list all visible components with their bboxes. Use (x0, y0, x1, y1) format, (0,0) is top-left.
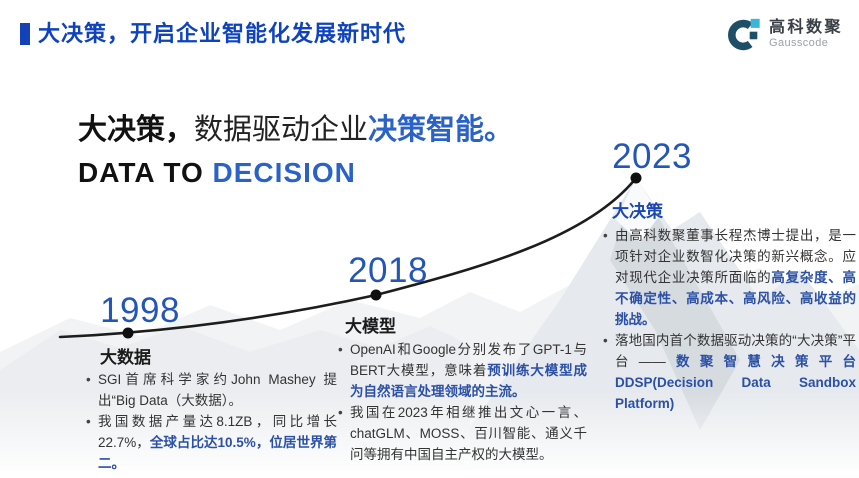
hero-subtitle-lead: DATA TO (78, 157, 213, 189)
hero-subtitle: DATA TO DECISION (78, 157, 513, 189)
gausscode-logo-icon (728, 18, 760, 51)
timeline-dot-1998 (122, 327, 134, 339)
hero-title: 大决策，数据驱动企业决策智能。 (78, 112, 513, 148)
bullet-item: SGI首席科学家约John Mashey 提出“Big Data（大数据）。 (85, 369, 337, 411)
bullet-text: 我国数据产量达8.1ZB，同比增长22.7%， (98, 414, 337, 450)
hero-title-lead: 大决策， (78, 114, 195, 146)
timeline-dot-2018 (370, 289, 382, 301)
timeline-dot-2023 (630, 172, 642, 184)
bullet-text: 由高科数聚董事长程杰博士提出，是一项针对企业数智化决策的新兴概念。应对现代企业决… (615, 228, 856, 285)
bullet-item: 落地国内首个数据驱动决策的“大决策”平台——数聚智慧决策平台DDSP(Decis… (602, 330, 856, 414)
bullet-highlight-text: 预训练大模型成为自然语言处理领域的主流。 (350, 363, 588, 399)
hero-subtitle-accent: DECISION (212, 157, 356, 189)
bullet-text: OpenAI和Google分别发布了GPT-1与BERT大模型，意味着 (350, 342, 587, 378)
hero-title-mid: 数据驱动企业 (194, 114, 369, 146)
bullet-text: 落地国内首个数据驱动决策的“大决策”平台—— (615, 333, 856, 369)
page-title: 大决策，开启企业智能化发展新时代 (38, 21, 407, 46)
logo-name-cn: 高科数聚 (768, 19, 843, 37)
bullet-highlight-text: 数聚智慧决策平台DDSP(Decision Data Sandbox Platf… (615, 354, 857, 411)
bullet-highlight-text: 全球占比达10.5%，位居世界第二。 (98, 435, 338, 471)
milestone-year-2018: 2018 (348, 251, 428, 290)
milestone-bullets-2023: 由高科数聚董事长程杰博士提出，是一项针对企业数智化决策的新兴概念。应对现代企业决… (602, 225, 856, 414)
logo-name-en: Gausscode (768, 37, 829, 50)
milestone-bullets-1998: SGI首席科学家约John Mashey 提出“Big Data（大数据）。我国… (85, 369, 337, 474)
bullet-text: 我国在2023年相继推出文心一言、chatGLM、MOSS、百川智能、通义千问等… (350, 405, 587, 462)
bullet-item: 我国数据产量达8.1ZB，同比增长22.7%，全球占比达10.5%，位居世界第二… (85, 411, 337, 474)
bullet-item: OpenAI和Google分别发布了GPT-1与BERT大模型，意味着预训练大模… (337, 339, 587, 402)
milestone-title-2023: 大决策 (612, 202, 663, 221)
milestone-title-2018: 大模型 (345, 317, 396, 336)
bullet-highlight-text: 高复杂度、高不确定性、高成本、高风险、高收益的挑战。 (615, 270, 856, 327)
milestone-year-2023: 2023 (612, 137, 692, 176)
logo-text: 高科数聚 Gausscode (769, 20, 843, 49)
milestone-year-1998: 1998 (100, 291, 180, 330)
milestone-title-1998: 大数据 (100, 348, 151, 367)
bullet-text: SGI首席科学家约John Mashey 提出“Big Data（大数据）。 (98, 372, 337, 408)
bullet-item: 我国在2023年相继推出文心一言、chatGLM、MOSS、百川智能、通义千问等… (337, 402, 587, 465)
company-logo: 高科数聚 Gausscode (725, 16, 843, 54)
hero-title-accent: 决策智能。 (368, 114, 514, 146)
milestone-bullets-2018: OpenAI和Google分别发布了GPT-1与BERT大模型，意味着预训练大模… (337, 339, 587, 465)
header-accent-bar (20, 23, 30, 45)
bullet-item: 由高科数聚董事长程杰博士提出，是一项针对企业数智化决策的新兴概念。应对现代企业决… (602, 225, 856, 330)
hero-title-block: 大决策，数据驱动企业决策智能。 DATA TO DECISION (78, 112, 513, 189)
